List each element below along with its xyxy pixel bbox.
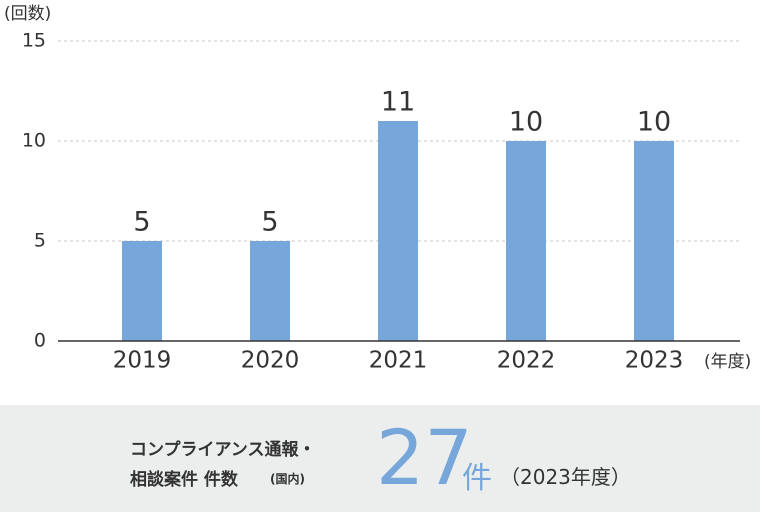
x-tick-label: 2020 xyxy=(241,348,300,374)
bar xyxy=(634,141,674,341)
x-tick-label: 2021 xyxy=(369,348,428,374)
chart: (回数) (年度) 0 5 10 15 2019 5 2020 5 2021 11 2022 10 20… xyxy=(4,4,751,374)
x-tick-label: 2022 xyxy=(497,348,556,374)
y-tick-label: 0 xyxy=(34,330,46,352)
summary-panel: コンプライアンス通報・ 相談案件 件数 (国内) 27 件 （2023年度） xyxy=(0,405,760,512)
y-tick-label: 10 xyxy=(22,130,46,152)
data-label: 10 xyxy=(637,107,671,138)
summary-line2: 相談案件 件数 xyxy=(130,470,238,490)
data-label: 5 xyxy=(133,207,150,238)
x-axis-unit: (年度) xyxy=(704,352,751,372)
summary-period: （2023年度） xyxy=(500,465,631,489)
data-label: 5 xyxy=(261,207,278,238)
summary-number: 27 xyxy=(376,413,473,502)
y-axis-label: (回数) xyxy=(4,4,51,24)
bar xyxy=(506,141,546,341)
y-tick-label: 5 xyxy=(34,230,46,252)
bar xyxy=(378,121,418,341)
x-tick-label: 2023 xyxy=(625,348,684,374)
data-label: 10 xyxy=(509,107,543,138)
bar xyxy=(122,241,162,341)
summary-scope: (国内) xyxy=(270,472,305,486)
y-tick-label: 15 xyxy=(22,30,46,52)
summary-line1: コンプライアンス通報・ xyxy=(130,440,316,460)
bar xyxy=(250,241,290,341)
x-tick-label: 2019 xyxy=(113,348,172,374)
data-label: 11 xyxy=(381,87,415,118)
summary-unit: 件 xyxy=(462,461,492,496)
